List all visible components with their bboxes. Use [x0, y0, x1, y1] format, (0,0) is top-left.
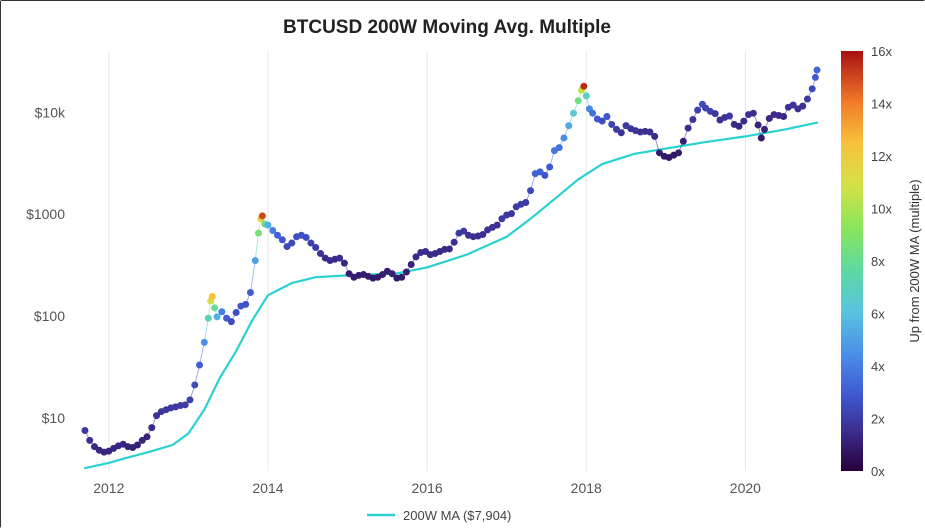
price-marker [312, 244, 319, 251]
legend-label: 200W MA ($7,904) [403, 508, 511, 523]
price-marker [570, 110, 577, 117]
price-marker [575, 97, 582, 104]
price-marker [218, 308, 225, 315]
price-marker [726, 112, 733, 119]
y-tick-label: $100 [34, 308, 65, 324]
x-tick-label: 2012 [93, 480, 124, 496]
colorbar-tick-label: 10x [871, 202, 892, 217]
price-marker [255, 230, 262, 237]
btc-200w-chart: 2012 2014 2016 2018 2020 $10 $100 $1000 $10k BTCU… [1, 1, 925, 529]
price-marker [527, 187, 534, 194]
colorbar-tick-label: 2x [871, 412, 885, 427]
price-marker [196, 361, 203, 368]
price-marker [446, 245, 453, 252]
price-marker [799, 103, 806, 110]
colorbar-tick-label: 6x [871, 307, 885, 322]
price-marker [279, 236, 286, 243]
y-tick-label: $1000 [26, 206, 65, 222]
x-tick-label: 2020 [730, 480, 761, 496]
price-marker [264, 222, 271, 229]
y-tick-label: $10 [42, 410, 66, 426]
price-marker [398, 274, 405, 281]
price-marker [186, 396, 193, 403]
price-marker [252, 257, 259, 264]
colorbar-tick-label: 16x [871, 44, 892, 59]
price-marker [680, 138, 687, 145]
price-marker [589, 110, 596, 117]
price-marker [81, 427, 88, 434]
price-marker [814, 67, 821, 74]
price-marker [209, 293, 216, 300]
price-marker [546, 164, 553, 171]
price-marker [651, 133, 658, 140]
price-marker [233, 309, 240, 316]
price-marker [211, 304, 218, 311]
price-marker [694, 107, 701, 114]
colorbar-tick-label: 0x [871, 464, 885, 479]
price-marker [541, 172, 548, 179]
colorbar [841, 51, 863, 471]
colorbar-label: Up from 200W MA (multiple) [907, 179, 922, 342]
price-marker [86, 437, 93, 444]
price-marker [451, 239, 458, 246]
price-marker [809, 85, 816, 92]
price-marker [508, 210, 515, 217]
price-marker [556, 144, 563, 151]
price-marker [583, 92, 590, 99]
x-tick-label: 2018 [571, 480, 602, 496]
price-marker [214, 313, 221, 320]
price-marker [618, 129, 625, 136]
price-marker [341, 260, 348, 267]
price-marker [758, 134, 765, 141]
y-tick-label: $10k [35, 104, 66, 120]
price-marker [205, 315, 212, 322]
price-marker [603, 113, 610, 120]
price-marker [242, 301, 249, 308]
x-tick-label: 2016 [412, 480, 443, 496]
chart-frame: { "chart": { "type": "scatter+line", "ti… [0, 0, 925, 528]
price-marker [812, 74, 819, 81]
price-marker [685, 125, 692, 132]
price-marker [750, 110, 757, 117]
price-marker [804, 96, 811, 103]
price-marker [736, 123, 743, 130]
price-marker [144, 433, 151, 440]
price-marker [689, 116, 696, 123]
price-marker [247, 289, 254, 296]
price-marker [761, 126, 768, 133]
price-marker [303, 234, 310, 241]
colorbar-tick-label: 12x [871, 149, 892, 164]
price-marker [494, 222, 501, 229]
price-marker [288, 240, 295, 247]
chart-title: BTCUSD 200W Moving Avg. Multiple [283, 17, 611, 38]
price-marker [403, 269, 410, 276]
price-marker [675, 149, 682, 156]
x-tick-label: 2014 [252, 480, 283, 496]
colorbar-tick-label: 14x [871, 97, 892, 112]
price-marker [148, 424, 155, 431]
price-marker [201, 339, 208, 346]
price-marker [191, 381, 198, 388]
price-marker [408, 261, 415, 268]
price-marker [755, 122, 762, 129]
price-marker [580, 83, 587, 90]
price-marker [259, 212, 266, 219]
price-marker [565, 122, 572, 129]
price-marker [228, 318, 235, 325]
price-marker [522, 199, 529, 206]
colorbar-tick-label: 4x [871, 359, 885, 374]
colorbar-tick-label: 8x [871, 254, 885, 269]
price-marker [560, 134, 567, 141]
price-marker [740, 118, 747, 125]
price-marker [712, 110, 719, 117]
price-marker [780, 113, 787, 120]
